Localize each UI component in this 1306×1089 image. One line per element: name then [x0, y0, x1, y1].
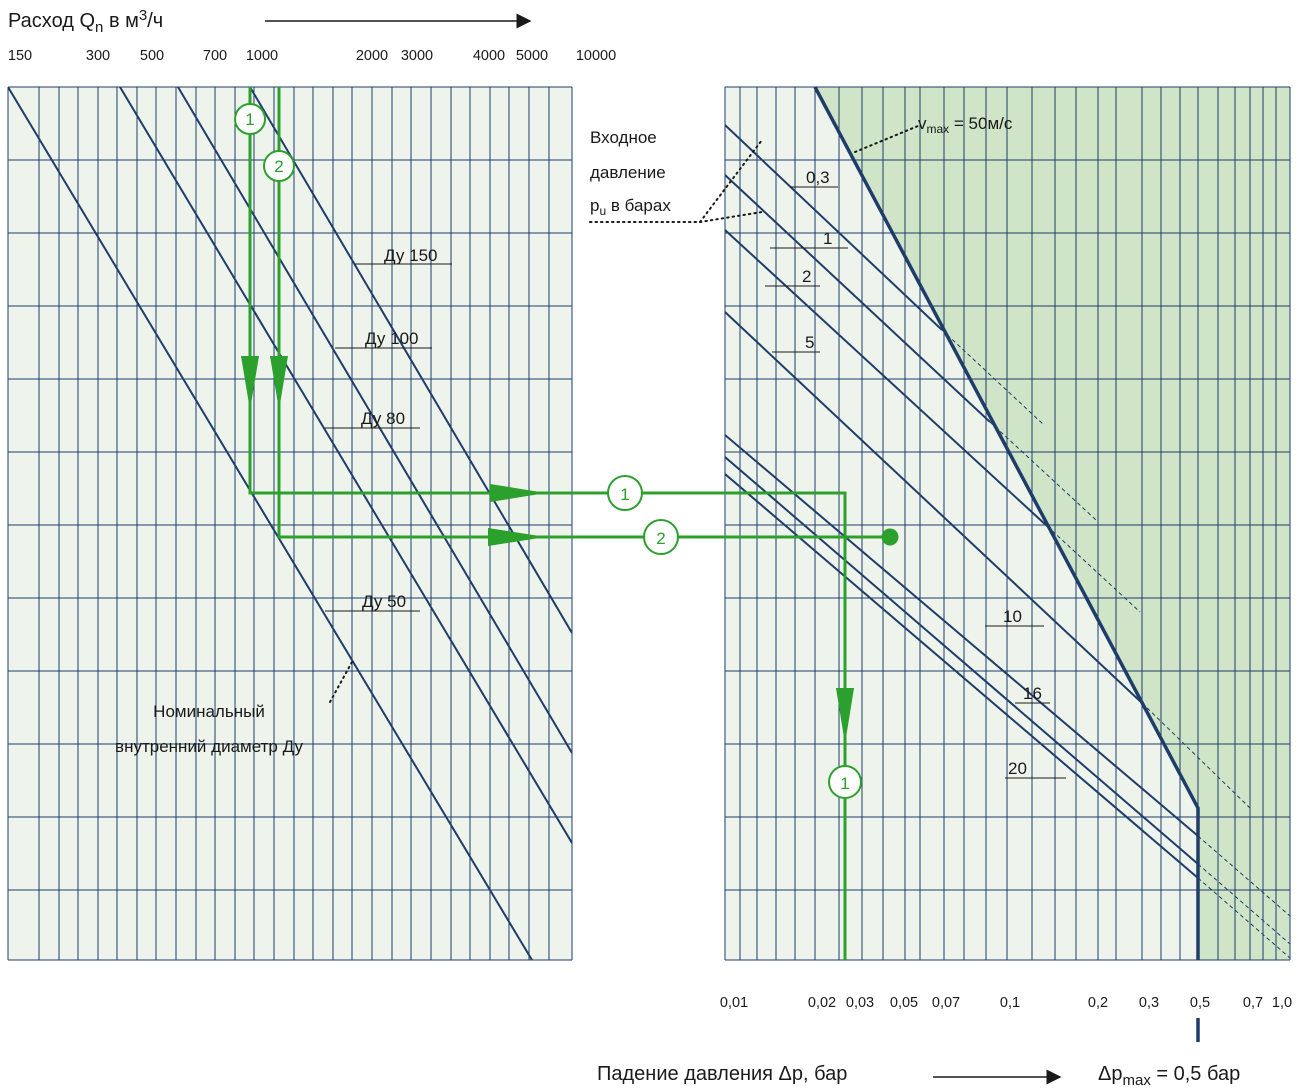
label-p10: 10: [1003, 607, 1022, 626]
marker-2-middle: 2: [643, 519, 679, 555]
diag-line-p20: [725, 473, 1199, 879]
example-2-endpoint: [881, 528, 899, 546]
svg-text:1: 1: [620, 485, 629, 504]
left-tick-labels: 150 300 500 700 1000 2000 3000 4000 5000 10000: [8, 48, 616, 64]
annotations: Входное давление pu в барах vmax = 50м/с…: [115, 114, 1013, 756]
tick-label-left: 1000: [246, 48, 278, 64]
diag-line-p1: [725, 174, 991, 423]
label-p1: 1: [823, 229, 832, 248]
tick-label-left: 150: [8, 48, 32, 64]
top-axis-title: Расход Qn в м3/ч: [8, 7, 163, 36]
label-du150: Ду 150: [384, 246, 437, 265]
tick-label-right: 0,01: [720, 995, 748, 1011]
left-diagonals: [8, 87, 572, 960]
tick-label-left: 10000: [576, 48, 616, 64]
series-labels: Ду 150 Ду 100 Ду 80 Ду 50 0,3 1 2 5 10 1…: [361, 168, 1042, 778]
label-p2: 2: [802, 267, 811, 286]
tick-label-right: 0,07: [932, 995, 960, 1011]
marker-1-top: 1: [234, 103, 266, 135]
dash-ext-p1: [989, 421, 1097, 521]
tick-label-right: 0,03: [846, 995, 874, 1011]
right-dashed-extensions: [941, 329, 1290, 959]
inlet-pressure-line2: давление: [590, 163, 666, 182]
example-path-2: [277, 87, 890, 539]
dash-ext-p2: [1046, 525, 1141, 613]
svg-text:2: 2: [656, 529, 665, 548]
diag-line-du100: [177, 87, 572, 754]
vmax-boundary-line: [813, 86, 1200, 960]
arrowhead-2-right: [488, 528, 546, 546]
example-markers: 1 2 1 2 1: [234, 103, 862, 799]
diag-line-p5: [725, 311, 1143, 704]
tick-label-left: 3000: [401, 48, 433, 64]
bottom-axis-title: Падение давления Δp, бар: [597, 1063, 847, 1085]
nominal-diameter-line1: Номинальный: [153, 702, 265, 721]
left-grid: [7, 86, 573, 961]
dash-ext-p03: [941, 329, 1045, 426]
tick-label-left: 700: [203, 48, 227, 64]
tick-label-left: 500: [140, 48, 164, 64]
diag-line-du150: [249, 87, 572, 634]
label-p20: 20: [1008, 759, 1027, 778]
diag-line-p03: [725, 124, 943, 331]
svg-text:1: 1: [840, 774, 849, 793]
diag-line-p2: [725, 229, 1048, 527]
tick-label-right: 0,7: [1243, 995, 1263, 1011]
inlet-pressure-line3: pu в барах: [590, 196, 671, 218]
example-arrowheads: [241, 356, 854, 744]
svg-text:1: 1: [245, 110, 254, 129]
inlet-pressure-line1: Входное: [590, 128, 657, 147]
label-p5: 5: [805, 333, 814, 352]
right-diagonals: [725, 124, 1199, 879]
diag-line-du50: [8, 87, 533, 960]
tick-label-right: 0,05: [890, 995, 918, 1011]
series-label-underlines: [325, 186, 1066, 779]
label-du50: Ду 50: [362, 592, 406, 611]
tick-label-left: 300: [86, 48, 110, 64]
right-tick-labels: 0,01 0,02 0,03 0,05 0,07 0,1 0,2 0,3 0,5 0,7 1,0: [720, 995, 1292, 1011]
tick-label-right: 0,1: [1000, 995, 1020, 1011]
marker-1-bottom: 1: [828, 765, 862, 799]
arrowhead-1-down: [241, 356, 259, 410]
marker-1-middle: 1: [607, 475, 643, 511]
label-du100: Ду 100: [365, 329, 418, 348]
svg-text:2: 2: [274, 157, 283, 176]
tick-label-right: 0,02: [808, 995, 836, 1011]
arrowhead-1-down-right: [836, 688, 854, 744]
label-p16: 16: [1023, 684, 1042, 703]
tick-label-right: 0,5: [1190, 995, 1210, 1011]
left-panel: [8, 87, 572, 960]
marker-2-top: 2: [263, 150, 295, 182]
dash-ext-p20: [1197, 877, 1290, 959]
label-p03: 0,3: [806, 168, 830, 187]
diag-line-p16: [725, 456, 1199, 865]
dash-ext-p10: [1197, 835, 1290, 917]
tick-label-left: 5000: [516, 48, 548, 64]
tick-label-left: 4000: [473, 48, 505, 64]
nominal-diameter-line2: внутренний диаметр Ду: [115, 737, 303, 756]
diag-line-du80: [119, 87, 572, 844]
dotted-leaders: [329, 125, 919, 703]
tick-label-right: 1,0: [1272, 995, 1292, 1011]
vmax-label: vmax = 50м/с: [918, 114, 1013, 136]
tick-label-left: 2000: [356, 48, 388, 64]
diag-line-p10: [725, 434, 1199, 837]
right-panel-shade: [815, 87, 1290, 960]
dash-ext-p16: [1197, 863, 1290, 945]
arrowhead-2-down: [270, 356, 288, 410]
arrowhead-1-right: [490, 484, 546, 502]
tick-label-right: 0,2: [1088, 995, 1108, 1011]
tick-label-right: 0,3: [1139, 995, 1159, 1011]
label-du80: Ду 80: [361, 409, 405, 428]
dpmax-label: Δpmax = 0,5 бар: [1098, 1063, 1240, 1089]
